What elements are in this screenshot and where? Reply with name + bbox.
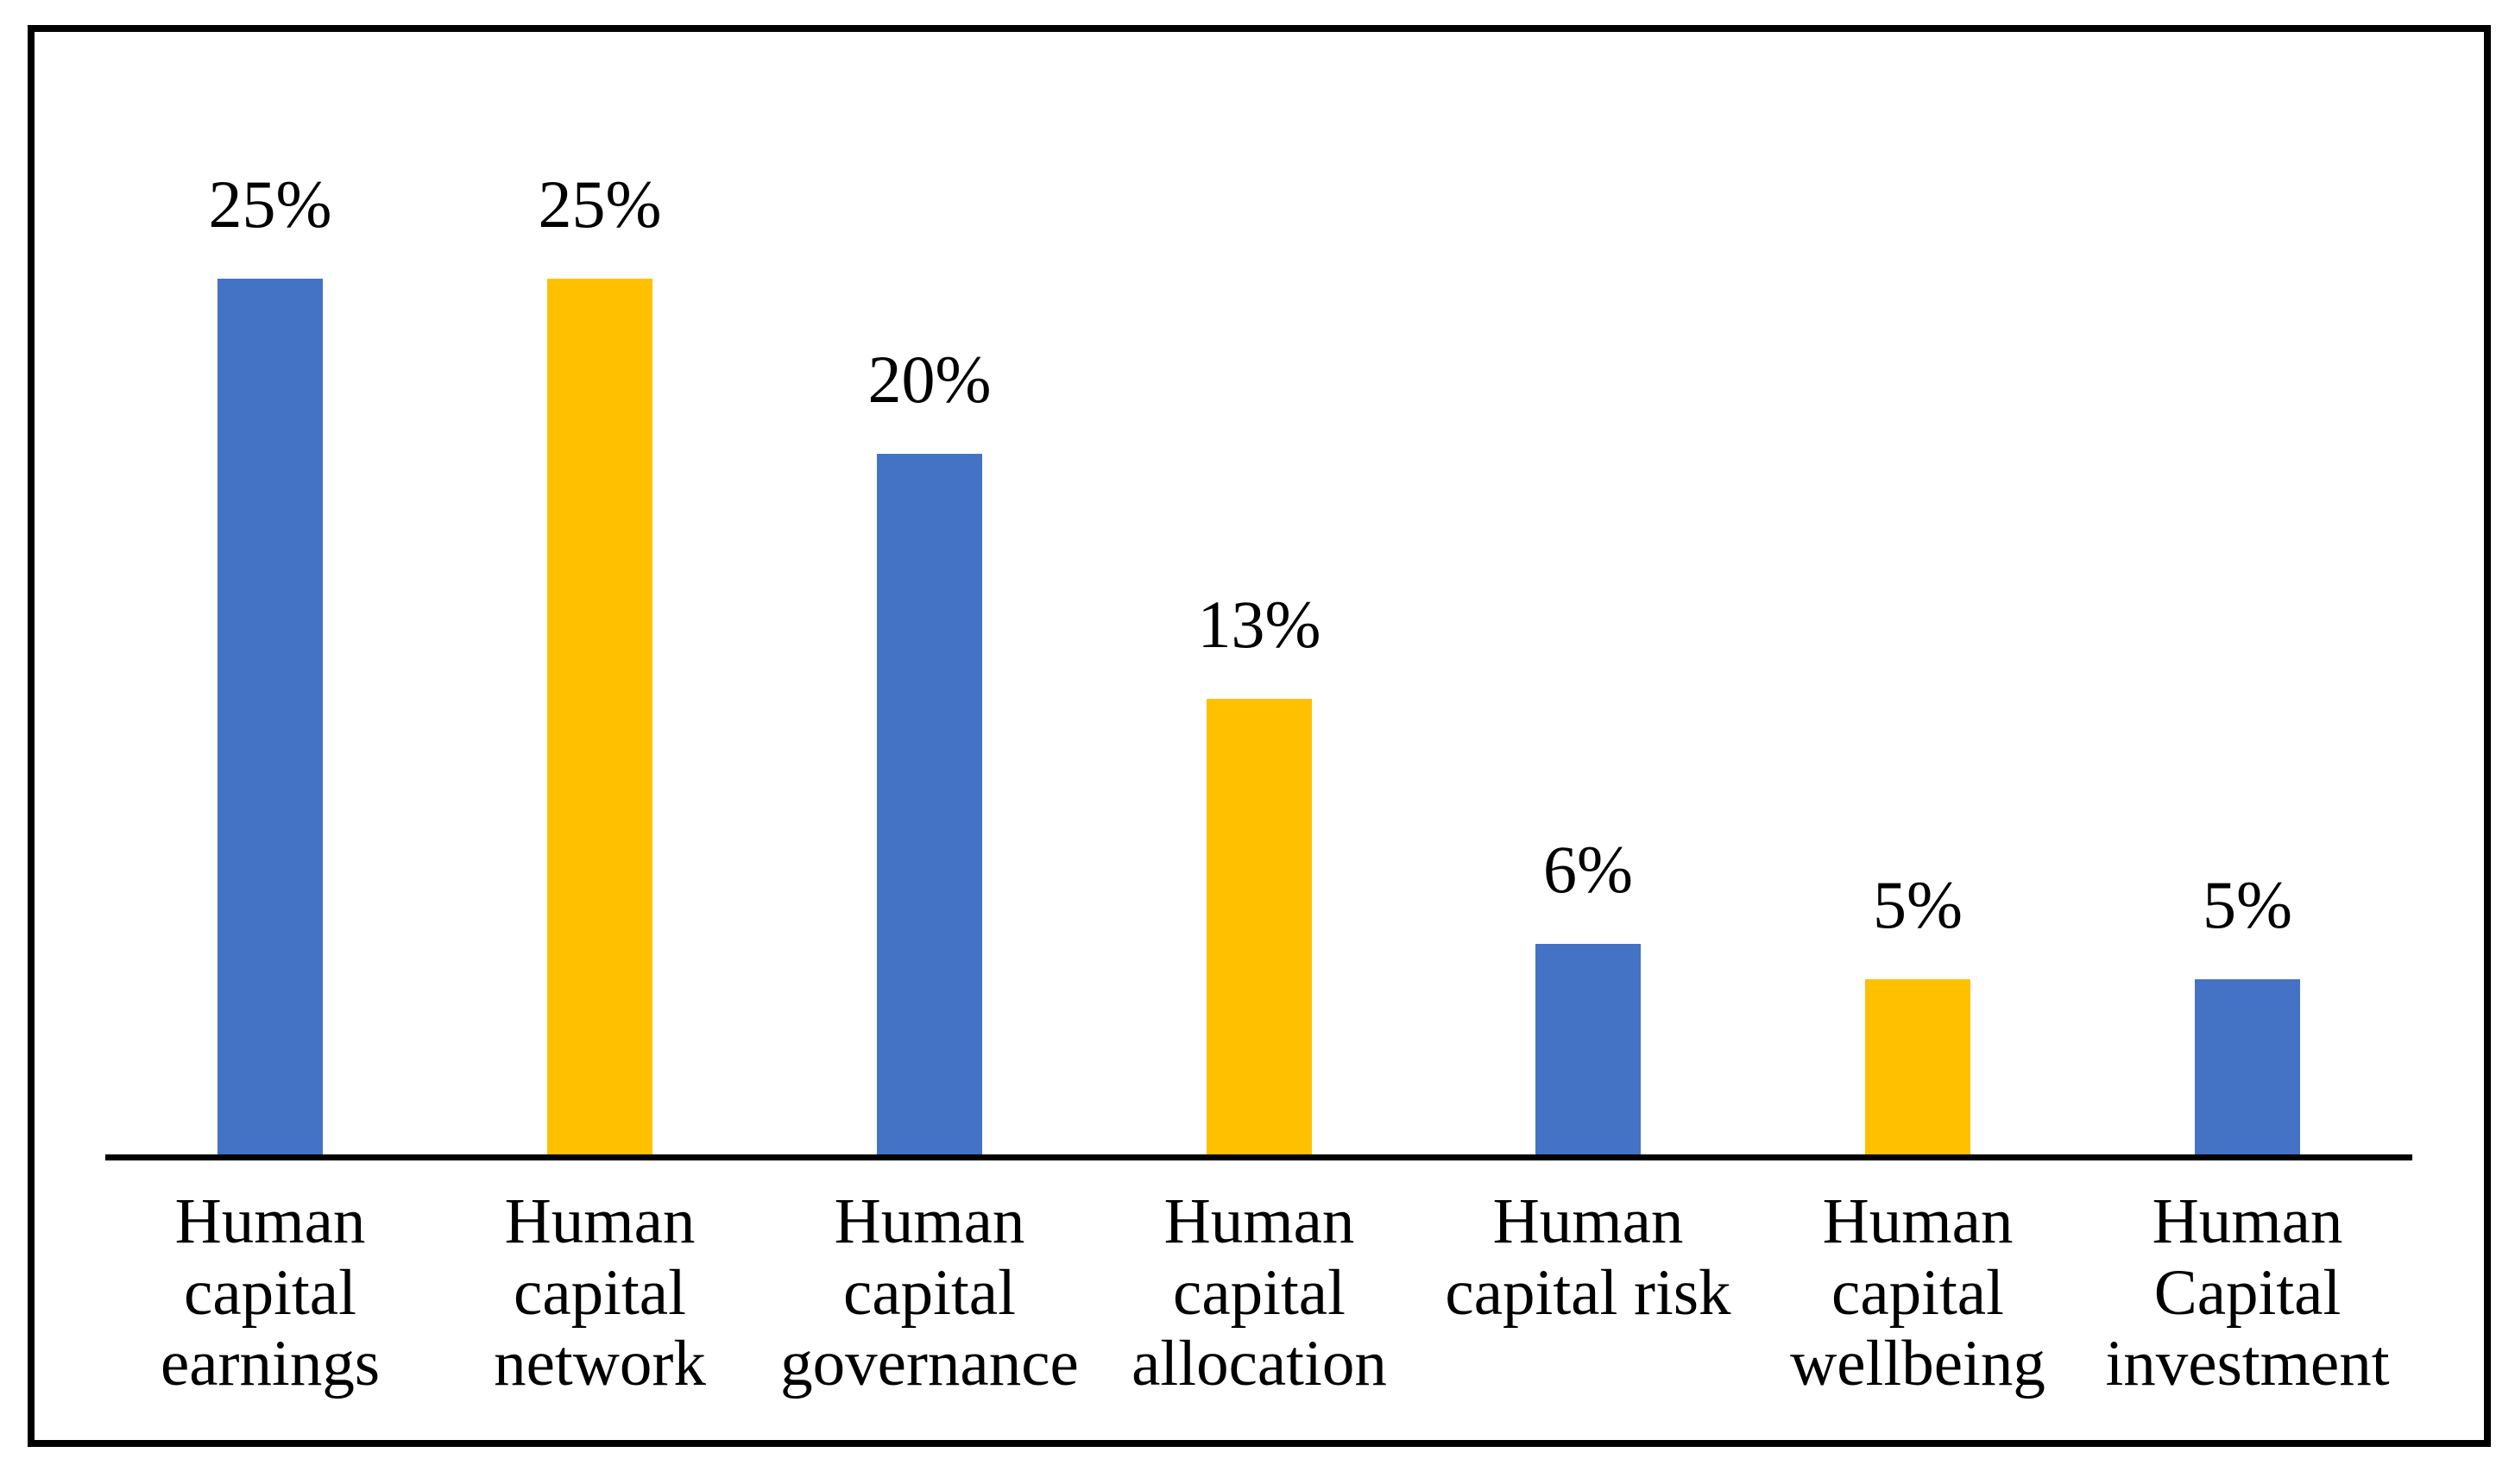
category-label-human-capital-governance: Human capital governance [780, 1185, 1079, 1399]
bar-human-capital-network [547, 279, 652, 1154]
bar-value-label: 6% [1543, 832, 1633, 908]
bar-human-capital-risk [1535, 944, 1641, 1154]
bar-human-capital-earnings [217, 279, 323, 1154]
bar-human-capital-wellbeing [1865, 979, 1970, 1154]
bar-value-label: 13% [1197, 587, 1321, 663]
bar-human-capital-investment [2195, 979, 2300, 1154]
category-label-human-capital-earnings: Human capital earnings [160, 1185, 381, 1399]
bar-value-label: 5% [1873, 867, 1963, 943]
category-label-human-capital-investment: Human Capital investment [2105, 1185, 2390, 1399]
bar-value-label: 5% [2203, 867, 2292, 943]
bar-value-label: 25% [208, 167, 332, 242]
category-label-human-capital-wellbeing: Human capital wellbeing [1790, 1185, 2045, 1399]
bar-value-label: 25% [538, 167, 662, 242]
category-label-human-capital-risk: Human capital risk [1445, 1185, 1731, 1329]
category-label-human-capital-allocation: Human capital allocation [1131, 1185, 1387, 1399]
bar-human-capital-allocation [1207, 699, 1312, 1154]
bar-value-label: 20% [867, 342, 992, 418]
category-label-human-capital-network: Human capital network [494, 1185, 706, 1399]
bar-human-capital-governance [877, 454, 982, 1154]
x-axis-line [105, 1154, 2412, 1160]
